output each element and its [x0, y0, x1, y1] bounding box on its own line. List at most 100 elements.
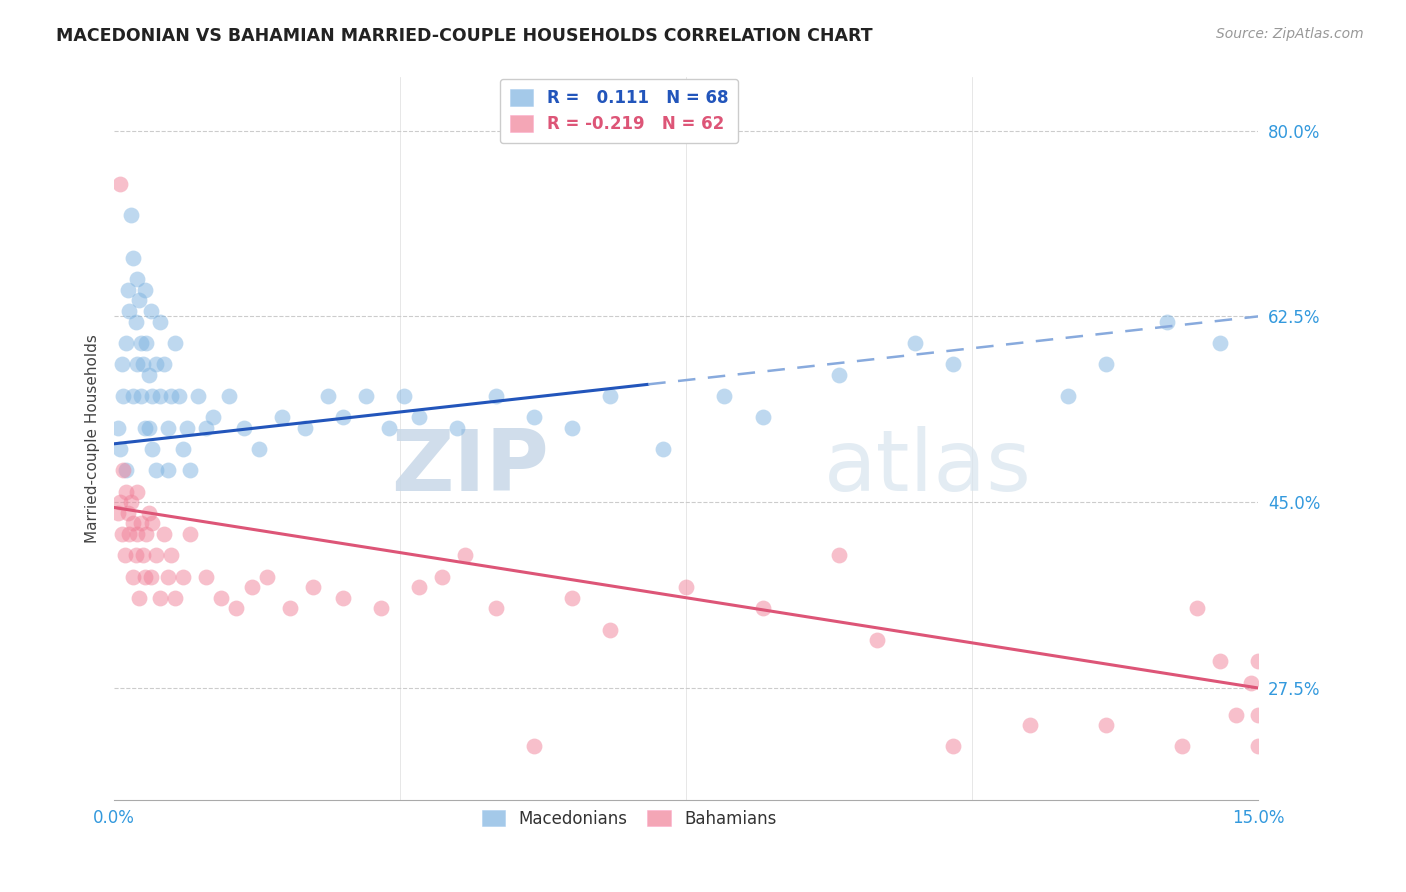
Point [107, 421, 129, 435]
Point [675, 580, 697, 594]
Point [378, 421, 401, 435]
Point [141, 442, 163, 456]
Point [134, 569, 156, 583]
Point [141, 389, 163, 403]
Point [194, 421, 217, 435]
Point [316, 389, 339, 403]
Point [110, 177, 132, 191]
Point [485, 601, 508, 615]
Point [454, 549, 477, 563]
Point [247, 442, 270, 456]
Point [561, 421, 583, 435]
Point [141, 516, 163, 531]
Point [904, 335, 927, 350]
Point [194, 569, 217, 583]
Point [124, 549, 146, 563]
Point [446, 421, 468, 435]
Point [1247, 707, 1270, 722]
Point [167, 389, 190, 403]
Point [942, 357, 965, 371]
Point [1247, 739, 1270, 754]
Point [301, 580, 323, 594]
Point [112, 389, 135, 403]
Point [114, 335, 136, 350]
Point [122, 516, 145, 531]
Point [294, 421, 316, 435]
Point [1247, 655, 1270, 669]
Point [129, 389, 152, 403]
Point [110, 442, 132, 456]
Point [278, 601, 301, 615]
Point [122, 389, 145, 403]
Point [124, 315, 146, 329]
Point [172, 442, 194, 456]
Point [218, 389, 240, 403]
Point [209, 591, 232, 605]
Point [485, 389, 508, 403]
Point [232, 421, 254, 435]
Point [132, 357, 155, 371]
Point [125, 357, 148, 371]
Point [152, 357, 174, 371]
Point [114, 463, 136, 477]
Point [172, 569, 194, 583]
Point [111, 527, 134, 541]
Point [1171, 739, 1194, 754]
Point [138, 368, 160, 382]
Text: atlas: atlas [824, 425, 1032, 508]
Point [408, 410, 430, 425]
Point [713, 389, 735, 403]
Point [112, 463, 135, 477]
Point [122, 569, 145, 583]
Point [165, 591, 187, 605]
Point [1225, 707, 1247, 722]
Point [149, 389, 172, 403]
Point [145, 549, 167, 563]
Point [120, 495, 142, 509]
Point [108, 495, 131, 509]
Point [114, 549, 136, 563]
Point [866, 633, 889, 648]
Point [179, 463, 201, 477]
Point [1209, 655, 1232, 669]
Point [240, 580, 263, 594]
Point [128, 293, 150, 308]
Point [332, 410, 354, 425]
Point [135, 335, 157, 350]
Point [139, 569, 162, 583]
Point [942, 739, 965, 754]
Y-axis label: Married-couple Households: Married-couple Households [86, 334, 100, 543]
Text: ZIP: ZIP [391, 425, 548, 508]
Text: MACEDONIAN VS BAHAMIAN MARRIED-COUPLE HOUSEHOLDS CORRELATION CHART: MACEDONIAN VS BAHAMIAN MARRIED-COUPLE HO… [56, 27, 873, 45]
Point [135, 527, 157, 541]
Point [111, 357, 134, 371]
Point [1095, 718, 1118, 732]
Point [1018, 718, 1040, 732]
Point [125, 527, 148, 541]
Point [828, 549, 851, 563]
Point [370, 601, 392, 615]
Point [139, 304, 162, 318]
Point [202, 410, 225, 425]
Point [122, 251, 145, 265]
Point [392, 389, 415, 403]
Point [125, 272, 148, 286]
Point [132, 549, 155, 563]
Point [332, 591, 354, 605]
Point [1056, 389, 1078, 403]
Point [176, 421, 198, 435]
Point [138, 421, 160, 435]
Point [187, 389, 209, 403]
Point [256, 569, 278, 583]
Point [145, 463, 167, 477]
Point [599, 623, 621, 637]
Point [408, 580, 430, 594]
Point [134, 283, 156, 297]
Point [118, 304, 141, 318]
Point [599, 389, 621, 403]
Point [156, 463, 179, 477]
Point [129, 516, 152, 531]
Text: Source: ZipAtlas.com: Source: ZipAtlas.com [1216, 27, 1364, 41]
Point [117, 283, 139, 297]
Point [828, 368, 851, 382]
